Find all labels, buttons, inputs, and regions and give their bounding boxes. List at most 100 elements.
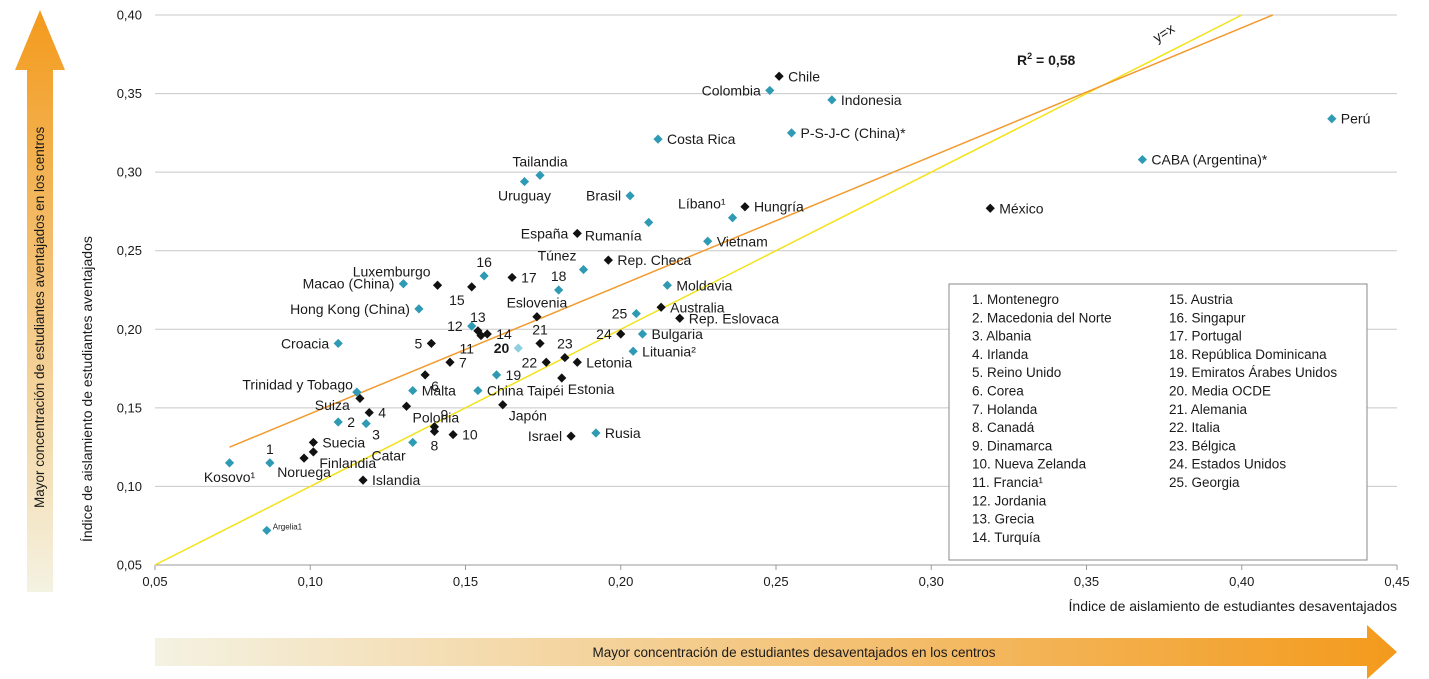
point-label: 16	[476, 254, 492, 270]
legend: 1. Montenegro 2. Macedonia del Norte 3. Al…	[948, 283, 1368, 561]
legend-entry: 7. Holanda	[972, 402, 1038, 417]
point-label: Eslovenia	[507, 295, 568, 311]
point-label: Colombia	[702, 82, 761, 98]
vertical-arrow: Mayor concentración de estudiantes avent…	[15, 10, 65, 592]
data-point	[727, 213, 738, 223]
fit-lines	[154, 14, 1274, 566]
legend-entry: 15. Austria	[1169, 292, 1233, 307]
x-tick-label: 0,35	[1074, 574, 1099, 589]
point-label: Macao (China)	[303, 276, 395, 292]
data-point	[535, 338, 545, 349]
data-point	[653, 134, 663, 144]
point-label: P-S-J-C (China)*	[801, 125, 907, 141]
y-tick-label: 0,05	[117, 558, 142, 573]
data-point	[432, 280, 443, 290]
data-point	[765, 85, 775, 96]
point-label: Islandia	[372, 472, 420, 488]
point-label: 5	[415, 335, 423, 351]
x-tick-label: 0,45	[1384, 574, 1409, 589]
data-point	[408, 385, 418, 396]
y-tick-label: 0,20	[117, 322, 142, 337]
data-point	[1137, 154, 1147, 165]
legend-entry: 21. Alemania	[1169, 402, 1248, 417]
point-label: Kosovo¹	[204, 469, 256, 485]
data-point	[519, 176, 530, 187]
data-point	[308, 437, 318, 448]
horizontal-arrow: Mayor concentración de estudiantes desav…	[155, 625, 1397, 679]
x-tick-label: 0,20	[608, 574, 633, 589]
legend-entry: 9. Dinamarca	[972, 438, 1053, 453]
data-point	[358, 475, 368, 485]
x-axis-ticks: 0,05 0,10 0,15 0,20 0,25 0,30 0,35 0,40 0,45	[142, 565, 1410, 589]
point-label: Croacia	[281, 335, 329, 351]
data-point	[364, 407, 374, 418]
data-point	[827, 95, 837, 105]
point-label: 23	[557, 336, 573, 352]
data-point	[361, 418, 371, 429]
data-point	[429, 426, 440, 437]
data-point	[644, 217, 654, 228]
point-label: 4	[378, 405, 386, 421]
data-point	[401, 401, 412, 411]
data-point	[355, 393, 365, 404]
point-label: Vietnam	[717, 233, 768, 249]
point-label: México	[999, 200, 1044, 216]
r2-sup: 2	[1027, 51, 1032, 61]
point-label: 14	[496, 326, 512, 342]
data-point	[299, 453, 309, 463]
point-label: Túnez	[538, 248, 577, 264]
point-label: Noruega	[277, 464, 331, 480]
legend-entry: 2. Macedonia del Norte	[972, 310, 1112, 325]
data-point	[445, 357, 455, 367]
data-point	[774, 71, 784, 81]
data-point	[513, 343, 523, 353]
point-label: Moldavia	[676, 277, 732, 293]
y-axis-label: Índice de aislamiento de estudiantes ave…	[79, 236, 95, 542]
data-point	[985, 203, 995, 213]
diagonal-line	[154, 14, 1243, 566]
data-point	[557, 373, 567, 383]
legend-entry: 16. Singapur	[1169, 310, 1246, 325]
r2-value: = 0,58	[1032, 52, 1075, 68]
data-point	[398, 279, 408, 289]
point-label: 8	[431, 437, 439, 453]
r2-label: R2 = 0,58	[1017, 51, 1076, 68]
data-point	[740, 202, 750, 212]
point-label: Lituania²	[642, 343, 696, 359]
point-label: Rusia	[605, 425, 641, 441]
point-label: Argelia1	[273, 522, 303, 531]
point-label: 3	[372, 427, 380, 443]
legend-entry: 5. Reino Unido	[972, 365, 1061, 380]
point-label: Brasil	[586, 188, 621, 204]
point-label: 21	[532, 321, 548, 337]
point-label: 24	[596, 326, 612, 342]
y-tick-label: 0,30	[117, 165, 142, 180]
data-point	[498, 400, 508, 410]
data-point	[1327, 114, 1337, 124]
point-label: China Taipéi	[487, 383, 564, 399]
point-label: Costa Rica	[667, 131, 736, 147]
point-label: Suiza	[315, 397, 350, 413]
r2-prefix: R	[1017, 52, 1027, 68]
y-tick-label: 0,10	[117, 479, 142, 494]
legend-entry: 14. Turquía	[972, 530, 1041, 545]
point-label: Hungría	[754, 199, 804, 215]
data-point	[603, 255, 613, 265]
legend-entry: 23. Bélgica	[1169, 438, 1236, 453]
data-point	[703, 236, 713, 246]
legend-entry: 19. Emiratos Árabes Unidos	[1169, 365, 1337, 380]
data-point	[262, 525, 272, 536]
point-label: Trinidad y Tobago	[242, 376, 353, 392]
legend-entry: 17. Portugal	[1169, 329, 1242, 344]
legend-entry: 25. Georgia	[1169, 475, 1240, 490]
x-tick-label: 0,05	[142, 574, 167, 589]
legend-entry: 4. Irlanda	[972, 347, 1029, 362]
point-label: Australia	[670, 299, 725, 315]
point-label: 19	[506, 367, 522, 383]
point-label: Malta	[422, 383, 456, 399]
data-point	[308, 447, 318, 457]
data-point	[448, 429, 458, 440]
legend-entry: 13. Grecia	[972, 512, 1035, 527]
x-tick-label: 0,15	[453, 574, 478, 589]
